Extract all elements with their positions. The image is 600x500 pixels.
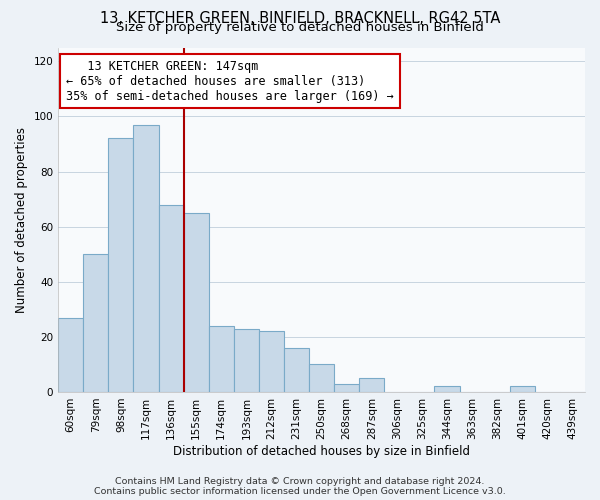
Text: 13 KETCHER GREEN: 147sqm
← 65% of detached houses are smaller (313)
35% of semi-: 13 KETCHER GREEN: 147sqm ← 65% of detach… xyxy=(66,60,394,102)
Bar xyxy=(109,138,133,392)
Bar xyxy=(184,213,209,392)
Bar xyxy=(58,318,83,392)
Bar xyxy=(83,254,109,392)
Bar xyxy=(284,348,309,392)
Bar xyxy=(158,204,184,392)
X-axis label: Distribution of detached houses by size in Binfield: Distribution of detached houses by size … xyxy=(173,444,470,458)
Bar xyxy=(334,384,359,392)
Bar xyxy=(510,386,535,392)
Text: 13, KETCHER GREEN, BINFIELD, BRACKNELL, RG42 5TA: 13, KETCHER GREEN, BINFIELD, BRACKNELL, … xyxy=(100,11,500,26)
Bar xyxy=(234,328,259,392)
Y-axis label: Number of detached properties: Number of detached properties xyxy=(15,126,28,312)
Bar xyxy=(359,378,385,392)
Bar xyxy=(434,386,460,392)
Bar xyxy=(309,364,334,392)
Text: Size of property relative to detached houses in Binfield: Size of property relative to detached ho… xyxy=(116,21,484,34)
Bar xyxy=(209,326,234,392)
Bar xyxy=(259,332,284,392)
Text: Contains HM Land Registry data © Crown copyright and database right 2024.
Contai: Contains HM Land Registry data © Crown c… xyxy=(94,476,506,496)
Bar xyxy=(133,124,158,392)
